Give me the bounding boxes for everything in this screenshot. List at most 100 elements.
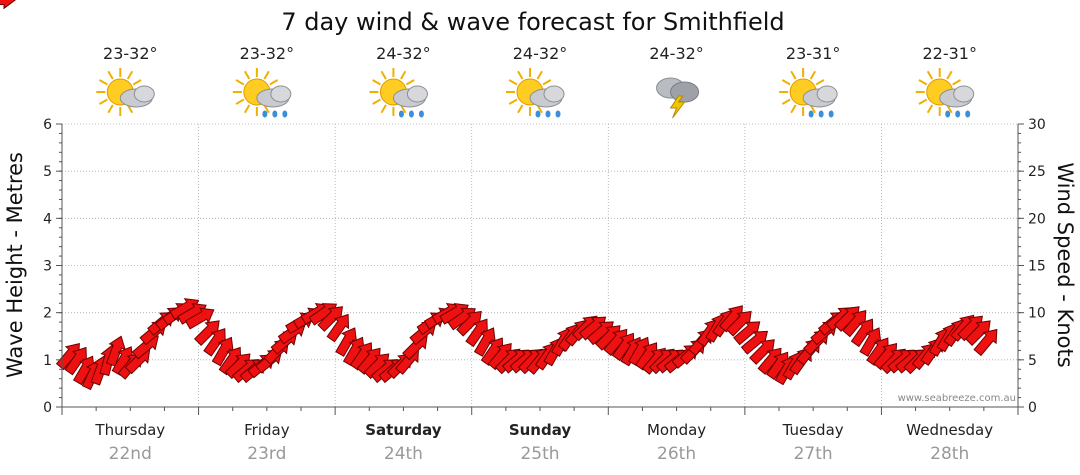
- day-label-tuesday: Tuesday: [782, 421, 844, 439]
- sun-cloud-rain-icon: [369, 68, 428, 118]
- sun-ray: [243, 70, 251, 80]
- sun-ray: [372, 98, 381, 105]
- sun-ray: [790, 70, 797, 80]
- temp-range: 24-32°: [513, 44, 568, 63]
- weather-icons: [96, 68, 975, 119]
- day-label-saturday: Saturday: [365, 421, 442, 439]
- sun-ray: [809, 70, 817, 80]
- rain-drop: [535, 110, 541, 118]
- date-label: 24th: [384, 444, 423, 464]
- y-left-tick-label: 2: [43, 306, 52, 322]
- rain-drop: [282, 110, 288, 118]
- y-left-axis-title: Wave Height - Metres: [3, 152, 27, 378]
- day-labels: Thursday 22nd 23-32° Friday 23rd 23-32° Saturd…: [94, 44, 993, 464]
- sun-ray: [926, 104, 934, 114]
- y-right-tick-label: 5: [1028, 353, 1037, 369]
- date-label: 23rd: [247, 444, 286, 464]
- y-right-tick-label: 10: [1028, 306, 1046, 322]
- y-right-tick-label: 25: [1028, 164, 1046, 180]
- sun-ray: [99, 98, 108, 105]
- rain-drop: [945, 110, 951, 118]
- temp-range: 23-32°: [240, 44, 295, 63]
- day-label-monday: Monday: [647, 421, 706, 439]
- sun-ray: [99, 79, 108, 86]
- y-left-tick-label: 4: [43, 211, 52, 227]
- date-label: 22nd: [109, 444, 152, 464]
- cloud-shape: [953, 85, 975, 103]
- sun-cloud-rain-icon: [915, 68, 975, 118]
- y-right-tick-label: 30: [1028, 117, 1046, 133]
- y-left-tick-label: 5: [43, 164, 52, 180]
- wind-arrow: [0, 0, 16, 10]
- sun-ray: [952, 79, 961, 86]
- temp-range: 23-31°: [786, 44, 841, 63]
- cloud-shape: [133, 85, 155, 103]
- rain-drop: [818, 110, 824, 118]
- sun-cloud-rain-icon: [232, 68, 292, 118]
- rain-drop: [808, 110, 814, 118]
- y-right-tick-label: 0: [1028, 400, 1037, 416]
- rain-drop: [398, 110, 404, 118]
- day-label-friday: Friday: [244, 421, 290, 439]
- sun-ray: [542, 79, 552, 86]
- sun-ray: [781, 79, 791, 86]
- sun-ray: [781, 98, 791, 105]
- grid: [62, 123, 1018, 407]
- temp-range: 24-32°: [376, 44, 431, 63]
- y-right-tick-label: 20: [1028, 211, 1046, 227]
- wind-arrow: [326, 313, 350, 343]
- lightning-bolt: [669, 95, 686, 119]
- sun-ray: [380, 104, 387, 114]
- cloud-shape: [670, 81, 700, 103]
- y-left-tick-label: 1: [43, 353, 52, 369]
- rain-drop: [408, 110, 414, 118]
- sun-ray: [107, 104, 114, 114]
- date-label: 26th: [657, 444, 696, 464]
- date-label: 27th: [794, 444, 833, 464]
- sun-ray: [405, 79, 415, 86]
- sun-cloud-rain-icon: [506, 68, 565, 118]
- sun-ray: [269, 79, 279, 86]
- sun-ray: [132, 79, 142, 86]
- day-label-thursday: Thursday: [94, 421, 165, 439]
- sun-ray: [263, 70, 270, 80]
- y-left-tick-label: 3: [43, 259, 52, 275]
- sun-ray: [126, 70, 134, 80]
- y-left-tick-label: 6: [43, 117, 52, 133]
- chart-title: 7 day wind & wave forecast for Smithfiel…: [281, 8, 784, 36]
- rain-drop: [965, 110, 971, 118]
- sun-ray: [372, 79, 381, 86]
- wind-arrow: [973, 328, 998, 357]
- rain-drop: [555, 110, 561, 118]
- sun-ray: [815, 79, 825, 86]
- sun-ray: [380, 70, 387, 80]
- rain-drop: [545, 110, 551, 118]
- cloud-shape: [270, 85, 292, 103]
- temp-range: 23-32°: [103, 44, 158, 63]
- wind-arrows: [0, 0, 998, 391]
- sun-ray: [508, 98, 518, 105]
- sun-ray: [517, 70, 524, 80]
- sun-ray: [918, 98, 928, 105]
- sun-ray: [536, 70, 543, 80]
- rain-drop: [272, 110, 278, 118]
- day-label-wednesday: Wednesday: [906, 421, 993, 439]
- date-label: 25th: [520, 444, 559, 464]
- sun-ray: [926, 70, 934, 80]
- rain-drop: [262, 110, 268, 118]
- rain-drop: [828, 110, 834, 118]
- sun-ray: [790, 104, 797, 114]
- sun-ray: [517, 104, 524, 114]
- y-right-tick-label: 15: [1028, 259, 1046, 275]
- cloud-shape: [816, 85, 838, 103]
- rain-drop: [955, 110, 961, 118]
- day-label-sunday: Sunday: [509, 421, 572, 439]
- sun-ray: [508, 79, 518, 86]
- sun-ray: [918, 79, 928, 86]
- temp-range: 24-32°: [649, 44, 704, 63]
- sun-cloud-rain-icon: [779, 68, 838, 118]
- y-right-axis-title: Wind Speed - Knots: [1053, 162, 1077, 367]
- cloud-shape: [406, 85, 428, 103]
- rain-drop: [418, 110, 424, 118]
